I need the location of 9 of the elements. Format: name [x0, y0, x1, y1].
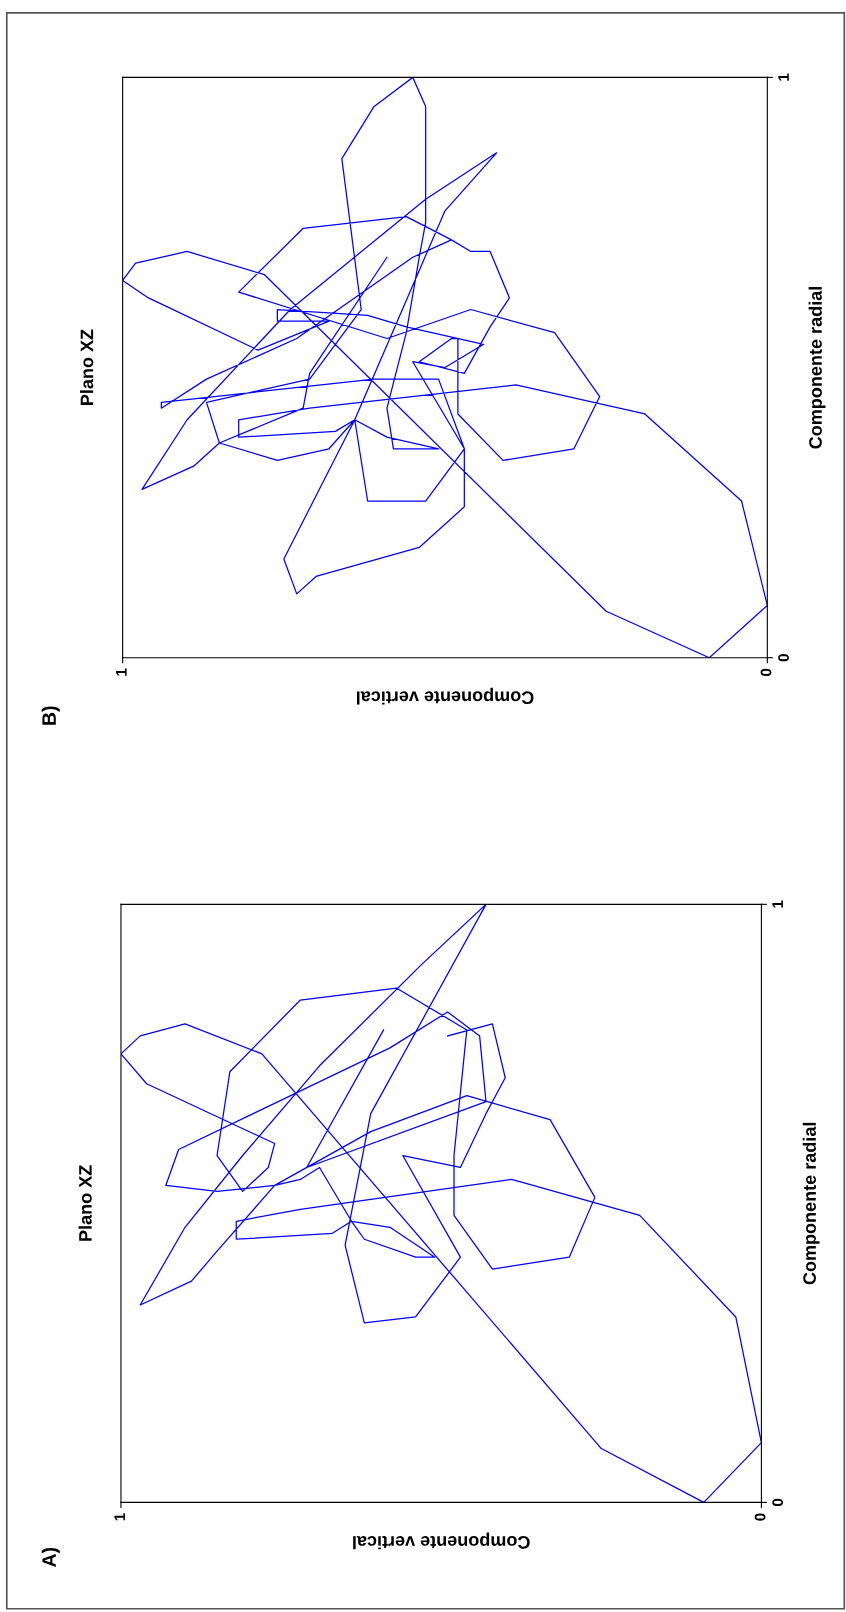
x-axis-title: Componente vertical	[353, 1532, 530, 1550]
x-axis-title: Componente vertical	[356, 687, 534, 705]
text: B)	[41, 706, 60, 725]
y-axis-title: Componente radial	[802, 1122, 820, 1285]
text: A)	[41, 1547, 60, 1567]
y-tick-label: 0	[772, 1498, 784, 1507]
text: Plano XZ	[80, 329, 94, 405]
y-axis-title: Componente radial	[808, 287, 826, 449]
text: Plano XZ	[78, 1165, 92, 1241]
